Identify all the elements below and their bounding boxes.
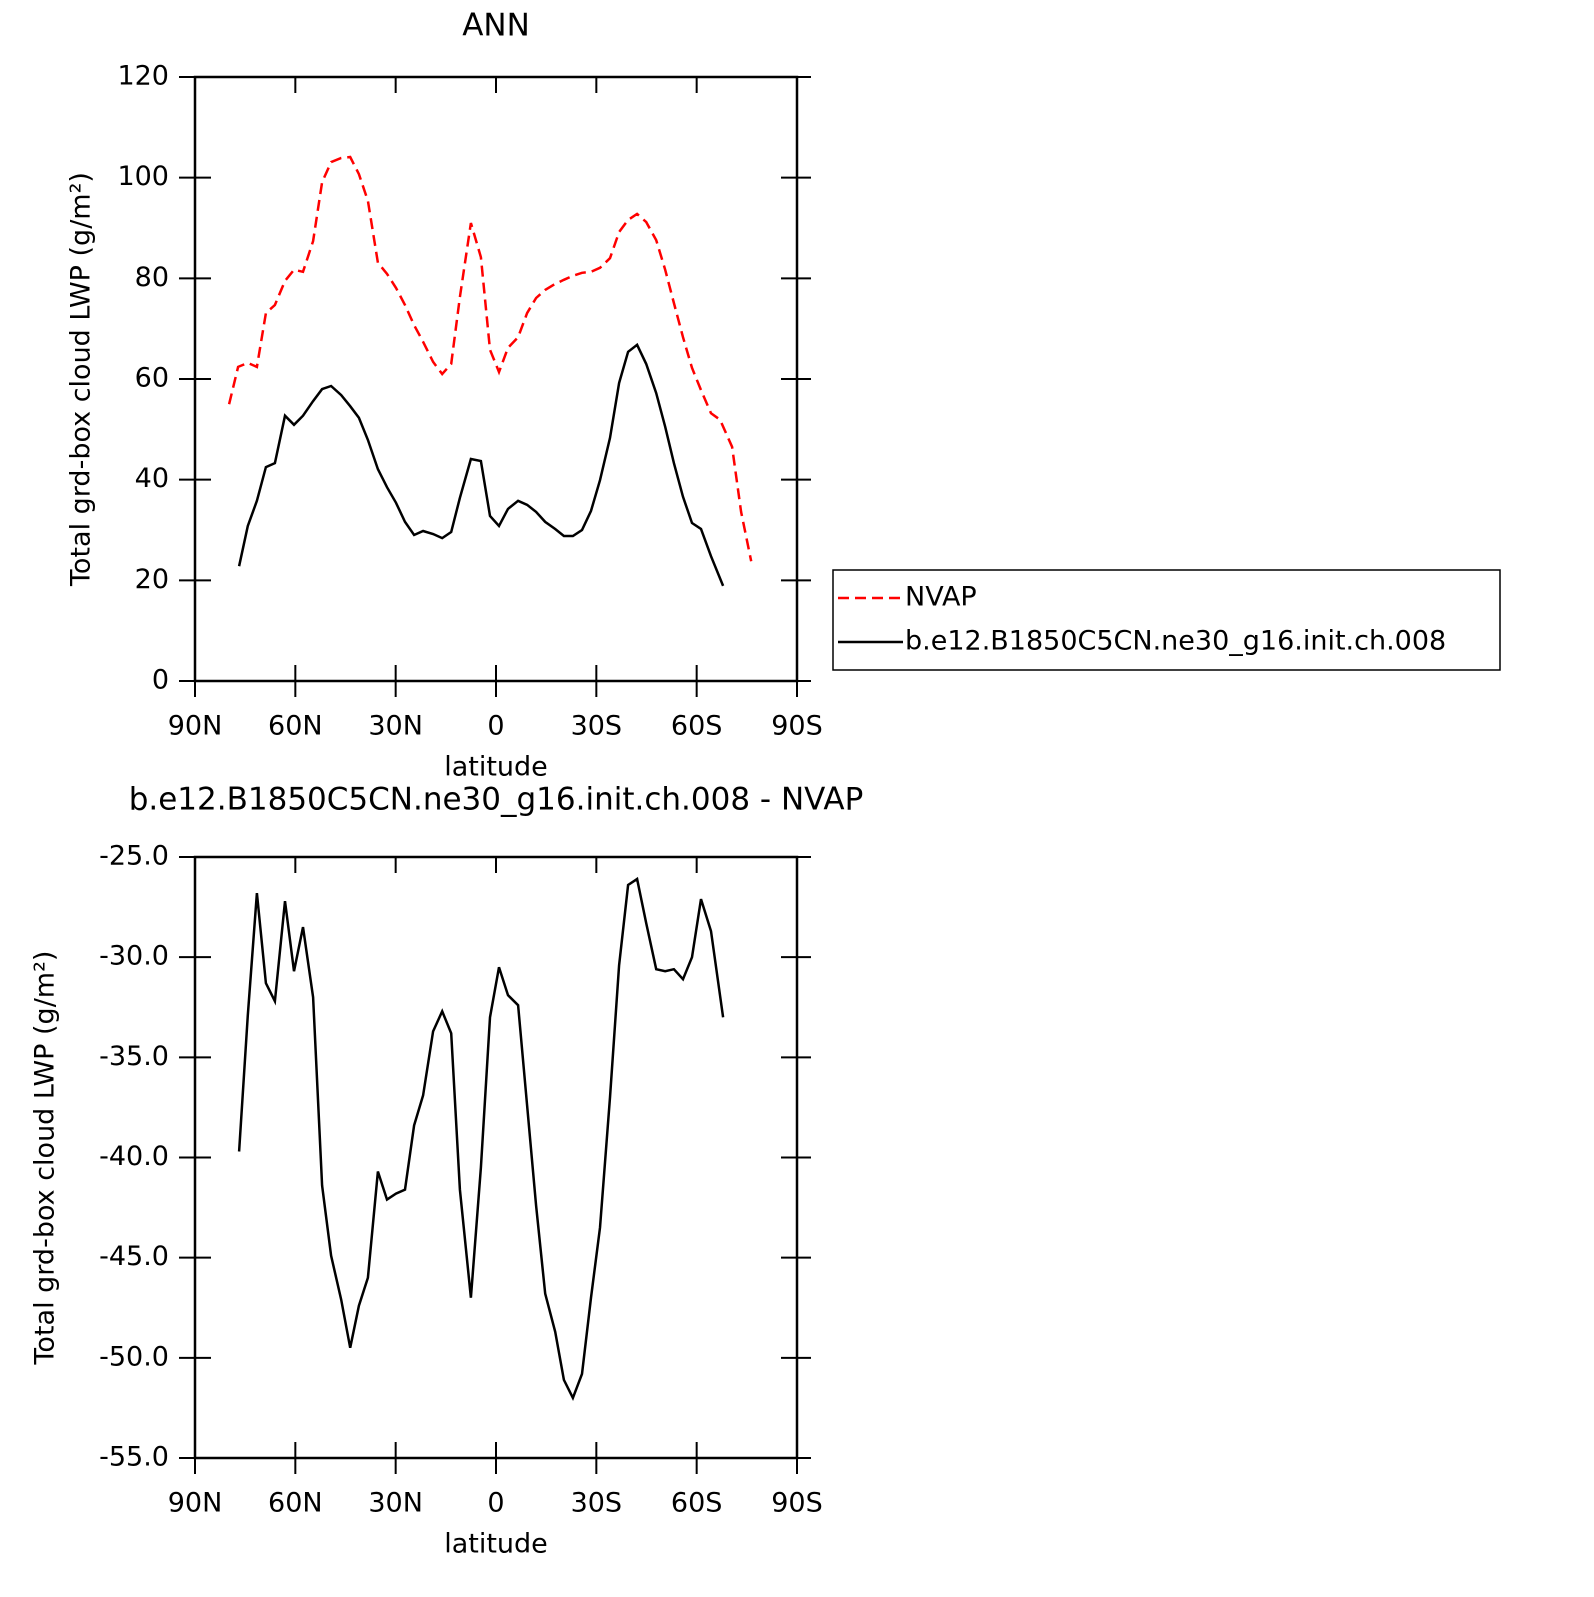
data-line bbox=[237, 342, 725, 587]
x-tick-label: 60N bbox=[268, 711, 323, 742]
x-tick-label: 60N bbox=[268, 1488, 323, 1519]
x-tick-label: 30N bbox=[368, 1488, 423, 1519]
x-tick-label: 0 bbox=[487, 1488, 504, 1519]
chart-title: ANN bbox=[462, 8, 530, 44]
x-axis-title: latitude bbox=[444, 1529, 548, 1560]
x-tick-label: 90N bbox=[168, 1488, 223, 1519]
y-tick-label: 60 bbox=[135, 363, 169, 394]
y-tick-label: -35.0 bbox=[99, 1041, 169, 1072]
legend-label: NVAP bbox=[905, 582, 977, 613]
y-axis-title: Total grd-box cloud LWP (g/m²) bbox=[30, 951, 61, 1366]
x-tick-label: 90S bbox=[771, 1488, 823, 1519]
x-tick-label: 30S bbox=[571, 711, 623, 742]
legend-label: b.e12.B1850C5CN.ne30_g16.init.ch.008 bbox=[905, 626, 1446, 657]
x-tick-label: 90S bbox=[771, 711, 823, 742]
y-tick-label: 40 bbox=[135, 463, 169, 494]
x-tick-label: 30N bbox=[368, 711, 423, 742]
y-tick-label: 100 bbox=[117, 161, 169, 192]
y-tick-label: 20 bbox=[135, 564, 169, 595]
y-tick-label: -50.0 bbox=[99, 1341, 169, 1372]
plot-frame bbox=[193, 855, 799, 1460]
chart-title: b.e12.B1850C5CN.ne30_g16.init.ch.008 - N… bbox=[129, 782, 864, 818]
y-tick-label: 120 bbox=[117, 61, 169, 92]
legend-box bbox=[832, 569, 1501, 671]
x-axis-title: latitude bbox=[444, 752, 548, 783]
y-axis-title: Total grd-box cloud LWP (g/m²) bbox=[66, 172, 97, 587]
x-tick-label: 30S bbox=[571, 1488, 623, 1519]
x-tick-label: 60S bbox=[671, 711, 723, 742]
y-tick-label: -55.0 bbox=[99, 1442, 169, 1473]
y-tick-label: -30.0 bbox=[99, 941, 169, 972]
y-tick-label: -25.0 bbox=[99, 841, 169, 872]
y-tick-label: 80 bbox=[135, 262, 169, 293]
x-tick-label: 90N bbox=[168, 711, 223, 742]
y-tick-label: -45.0 bbox=[99, 1241, 169, 1272]
data-line bbox=[227, 155, 753, 562]
y-tick-label: -40.0 bbox=[99, 1141, 169, 1172]
x-tick-label: 0 bbox=[487, 711, 504, 742]
plot-frame bbox=[193, 75, 799, 683]
data-line bbox=[237, 876, 725, 1402]
y-tick-label: 0 bbox=[152, 665, 169, 696]
x-tick-label: 60S bbox=[671, 1488, 723, 1519]
